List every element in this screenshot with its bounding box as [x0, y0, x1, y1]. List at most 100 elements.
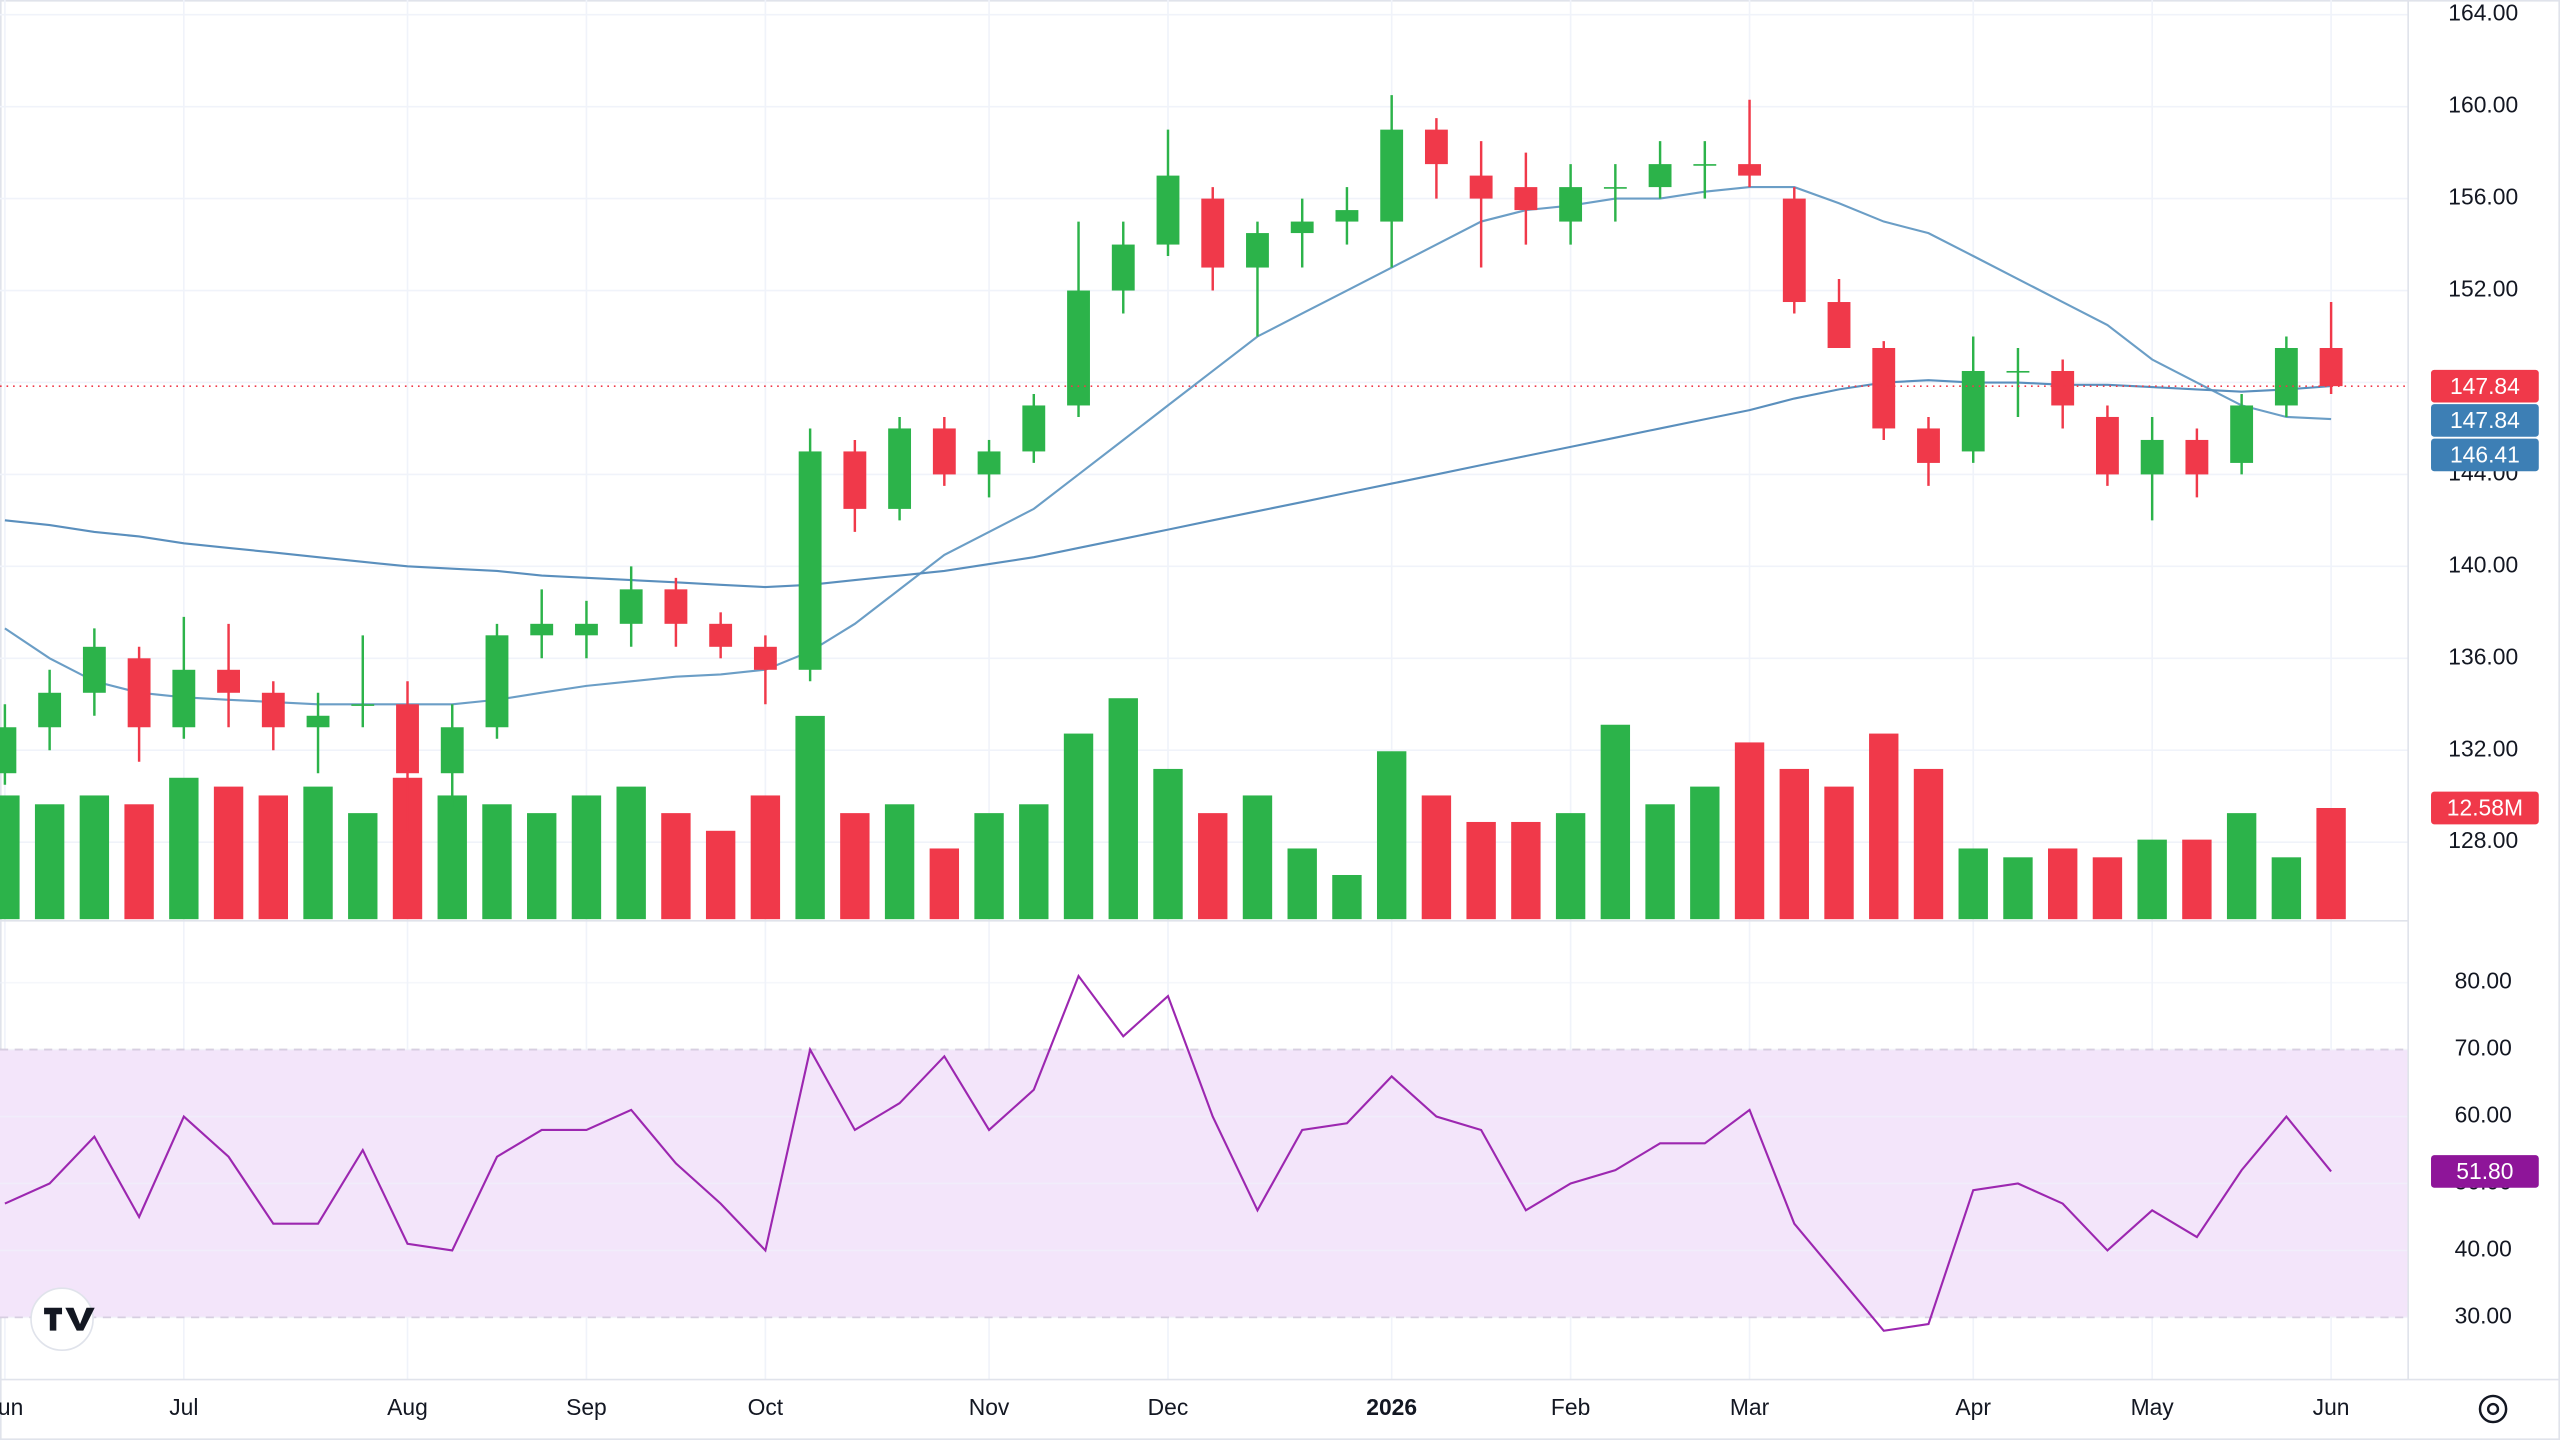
volume-bar	[1779, 768, 1809, 920]
x-tick-label: Nov	[969, 1394, 1010, 1420]
volume-bar	[1645, 804, 1675, 920]
y-tick-label: 136.00	[2448, 643, 2518, 669]
volume-bar	[1198, 813, 1228, 920]
ma-badge-bg	[2431, 438, 2539, 472]
volume-bar	[2316, 807, 2346, 920]
volume-bar	[795, 715, 825, 920]
x-tick-label: Dec	[1148, 1394, 1189, 1420]
y-tick-label: 156.00	[2448, 184, 2518, 210]
rsi-badge: 51.80	[2456, 1158, 2513, 1184]
candle-body	[440, 727, 464, 774]
candle-body	[1693, 164, 1717, 166]
volume-bar	[1600, 724, 1631, 920]
candle-body	[127, 658, 151, 728]
candle-body	[1335, 210, 1359, 222]
volume-bar	[750, 795, 781, 920]
y-tick-label: 132.00	[2448, 735, 2518, 761]
candle-body	[82, 646, 106, 693]
ma-badge: 146.41	[2450, 442, 2520, 468]
settings-button[interactable]	[2478, 1394, 2508, 1424]
candle-body	[38, 692, 62, 728]
candle-body	[1067, 290, 1090, 406]
volume-bar	[213, 786, 244, 920]
volume-bar	[1913, 768, 1944, 920]
volume-bar	[616, 786, 646, 920]
candle-body	[1201, 198, 1225, 268]
candle-body	[217, 669, 240, 693]
y-tick-label: 140.00	[2448, 551, 2518, 577]
volume-bar	[1555, 813, 1586, 920]
x-tick-label: Jun	[0, 1394, 23, 1420]
volume-badge: 12.58M	[2447, 795, 2523, 821]
x-tick-label: 2026	[1366, 1394, 1417, 1420]
volume-bar	[1958, 848, 1988, 920]
volume-bar	[929, 848, 960, 920]
volume-bar	[34, 804, 65, 920]
volume-bar	[884, 804, 915, 920]
volume-bar	[348, 813, 378, 920]
volume-bar	[571, 795, 602, 920]
volume-bar	[79, 795, 110, 920]
volume-bar	[124, 804, 154, 920]
candle-body	[2185, 439, 2209, 475]
candle-body	[1111, 244, 1135, 291]
rsi-tick-label: 30.00	[2455, 1302, 2512, 1328]
plot-area	[0, 0, 2409, 1380]
rsi-tick-label: 40.00	[2455, 1235, 2512, 1261]
volume-bar	[1734, 742, 1765, 920]
candle-body	[1156, 175, 1180, 245]
candle-body	[1380, 129, 1404, 222]
candle-body	[1782, 198, 1806, 303]
volume-bar	[169, 777, 199, 920]
moving-average-line	[4, 379, 2332, 589]
candle-body	[2051, 370, 2075, 406]
candle-body	[1290, 221, 1314, 234]
volume-bar	[2137, 839, 2167, 920]
candle-body	[0, 727, 17, 774]
x-tick-label: Apr	[1955, 1394, 1991, 1420]
volume-bar	[1332, 874, 1362, 920]
ma-badge: 147.84	[2450, 407, 2520, 433]
candle-body	[1827, 302, 1851, 348]
candle-body	[1514, 187, 1538, 211]
candle-body	[2096, 416, 2119, 475]
x-tick-label: Sep	[566, 1394, 607, 1420]
candle-body	[977, 451, 1001, 475]
axes: Jun Jul Aug Sep Oct Nov Dec 2026 Feb Mar Apr May Jun…	[0, 0, 2539, 1420]
x-tick-label: Feb	[1551, 1394, 1590, 1420]
volume-bar	[0, 795, 20, 920]
candle-body	[753, 646, 777, 670]
candle-body	[1603, 187, 1627, 189]
candle-body	[664, 589, 688, 624]
x-tick-label: Jul	[169, 1394, 198, 1420]
volume-bar	[2048, 848, 2078, 920]
candle-body	[530, 623, 554, 636]
rsi-line	[4, 973, 2332, 1332]
x-tick-label: Oct	[748, 1394, 784, 1420]
candle-body	[306, 715, 330, 728]
volume-bar	[1242, 795, 1273, 920]
volume-bar	[661, 813, 691, 920]
candle-body	[396, 704, 419, 774]
volume-bar	[482, 804, 512, 920]
candle-body	[798, 451, 822, 670]
x-tick-label: May	[2131, 1394, 2175, 1420]
y-tick-label: 128.00	[2448, 827, 2518, 853]
candle-body	[1917, 428, 1940, 463]
volume-bar	[1063, 733, 1094, 920]
volume-bar	[1019, 804, 1049, 920]
volume-bar	[2226, 813, 2257, 920]
moving-average-line	[4, 186, 2332, 706]
volume-bar	[258, 795, 288, 920]
rsi-badge-bg	[2431, 1155, 2539, 1188]
volume-bar	[1869, 733, 1899, 920]
volume-bar	[2003, 857, 2033, 920]
candle-body	[888, 428, 912, 509]
volume-bar	[840, 813, 870, 920]
volume-bar	[1824, 786, 1854, 920]
y-tick-label: 160.00	[2448, 92, 2518, 118]
tradingview-logo[interactable]	[30, 1287, 95, 1352]
candle-body	[1469, 175, 1493, 199]
